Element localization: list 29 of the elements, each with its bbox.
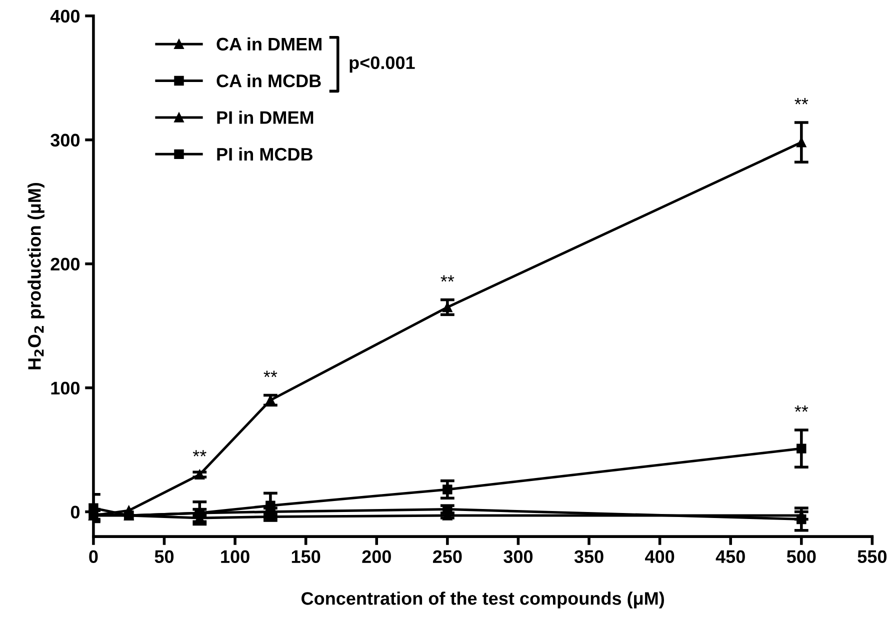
y-axis-title: H$_{2}$O$_{2}$ production (μM): [28, 182, 44, 370]
x-tick-label: 350: [574, 550, 604, 564]
legend-label: CA in DMEM: [216, 37, 322, 51]
legend-label: PI in MCDB: [217, 147, 312, 161]
annotation: p<0.001: [350, 56, 415, 73]
x-tick-label: 250: [432, 550, 462, 564]
legend-label: PI in DMEM: [217, 110, 314, 124]
y-tick-label: 300: [50, 134, 80, 147]
annotation: **: [794, 405, 808, 412]
x-tick-label: 550: [858, 550, 887, 564]
legend-label: CA in MCDB: [216, 74, 321, 88]
x-tick-label: 0: [89, 550, 98, 564]
y-tick-label: 100: [51, 382, 80, 395]
x-tick-label: 50: [154, 550, 174, 564]
x-tick-label: 200: [362, 550, 391, 564]
y-tick-label: 200: [50, 258, 80, 271]
x-tick-label: 150: [292, 550, 320, 564]
y-tick-label: 0: [70, 506, 80, 518]
x-tick-label: 100: [221, 550, 250, 564]
x-tick-label: 400: [645, 550, 674, 564]
x-tick-label: 450: [716, 550, 745, 564]
x-tick-label: 500: [786, 550, 816, 564]
x-tick-label: 300: [504, 550, 533, 564]
annotation: **: [440, 275, 454, 282]
y-tick-label: 400: [50, 10, 80, 23]
x-axis-title: Concentration of the test compounds (μM): [302, 592, 664, 608]
annotation: **: [192, 450, 206, 456]
annotation: **: [794, 98, 808, 104]
annotation: **: [264, 370, 278, 378]
